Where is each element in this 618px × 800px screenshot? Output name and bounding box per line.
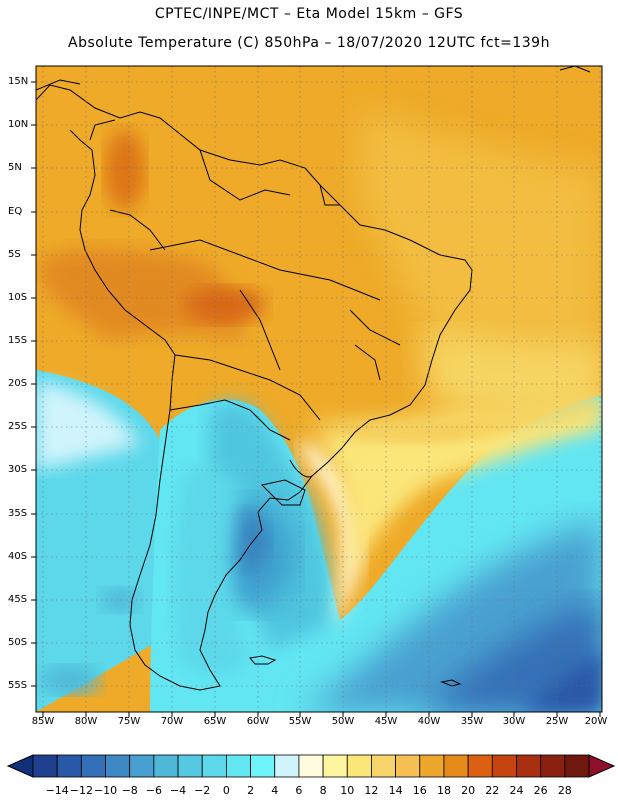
colorbar-label: 28 (557, 784, 572, 797)
colorbar-under-triangle (6, 754, 34, 778)
colorbar-swatch (395, 754, 421, 778)
colorbar (6, 754, 616, 778)
colorbar-swatch (201, 754, 227, 778)
colorbar-swatch (443, 754, 469, 778)
colorbar-label: 0 (222, 784, 230, 797)
colorbar-label: −6 (145, 784, 162, 797)
colorbar-label: 16 (412, 784, 427, 797)
title-line-2: Absolute Temperature (C) 850hPa – 18/07/… (68, 35, 550, 51)
colorbar-swatch (516, 754, 542, 778)
lon-label-85w: 85W (31, 716, 55, 727)
lon-label-20w: 20W (584, 716, 608, 727)
lat-label-50s: 50S (8, 637, 28, 648)
colorbar-label: 20 (461, 784, 476, 797)
lon-label-70w: 70W (160, 716, 184, 727)
colorbar-label: 22 (485, 784, 500, 797)
colorbar-label: 24 (509, 784, 524, 797)
lat-label-35s: 35S (8, 508, 28, 519)
lat-label-10n: 10N (8, 119, 29, 130)
colorbar-swatch (32, 754, 58, 778)
lon-label-80w: 80W (74, 716, 98, 727)
colorbar-swatch (371, 754, 397, 778)
lat-label-40s: 40S (8, 551, 28, 562)
colorbar-swatch (105, 754, 131, 778)
lon-label-55w: 55W (288, 716, 312, 727)
lon-label-65w: 65W (203, 716, 227, 727)
colorbar-swatch (80, 754, 106, 778)
temperature-field (36, 66, 602, 712)
colorbar-swatch (177, 754, 203, 778)
lat-label-55s: 55S (8, 680, 28, 691)
colorbar-label: 14 (388, 784, 403, 797)
colorbar-label: 4 (271, 784, 279, 797)
colorbar-label: −8 (121, 784, 138, 797)
lat-label-5n: 5N (8, 162, 22, 173)
coastline (36, 79, 473, 691)
colorbar-label: −14 (45, 784, 69, 797)
lat-label-10s: 10S (8, 292, 28, 303)
colorbar-label: −4 (169, 784, 187, 797)
lon-label-35w: 35W (460, 716, 484, 727)
lat-label-5s: 5S (8, 249, 21, 260)
colorbar-swatch (250, 754, 276, 778)
lon-label-30w: 30W (502, 716, 526, 727)
lat-label-20s: 20S (8, 378, 28, 389)
colorbar-swatch (419, 754, 445, 778)
colorbar-swatch (56, 754, 82, 778)
colorbar-swatch (225, 754, 251, 778)
colorbar-swatch (274, 754, 300, 778)
map-frame (35, 65, 603, 713)
lat-label-25s: 25S (8, 421, 28, 432)
lat-label-15s: 15S (8, 335, 28, 346)
colorbar-swatch (467, 754, 493, 778)
lon-label-75w: 75W (117, 716, 141, 727)
lat-label-45s: 45S (8, 594, 28, 605)
lon-label-45w: 45W (374, 716, 398, 727)
colorbar-swatch (129, 754, 155, 778)
title-line-1: CPTEC/INPE/MCT – Eta Model 15km – GFS (154, 6, 464, 22)
lon-label-50w: 50W (331, 716, 355, 727)
colorbar-label: 18 (436, 784, 451, 797)
lon-label-40w: 40W (417, 716, 441, 727)
lat-label-15n: 15N (8, 76, 29, 87)
colorbar-swatch (540, 754, 566, 778)
colorbar-swatch (298, 754, 324, 778)
colorbar-label: 6 (295, 784, 303, 797)
colorbar-label: 10 (340, 784, 355, 797)
colorbar-label: −10 (93, 784, 118, 797)
lat-label-30s: 30S (8, 464, 28, 475)
colorbar-label: 8 (319, 784, 327, 797)
colorbar-label: 26 (533, 784, 548, 797)
lon-label-60w: 60W (246, 716, 270, 727)
colorbar-swatch (491, 754, 517, 778)
colorbar-swatch (322, 754, 348, 778)
axis-ticks (31, 81, 601, 717)
colorbar-over-triangle (588, 754, 616, 778)
colorbar-label: 12 (364, 784, 379, 797)
colorbar-label: −2 (194, 784, 211, 797)
colorbar-label: −12 (69, 784, 93, 797)
lon-label-25w: 25W (545, 716, 569, 727)
colorbar-label: 2 (247, 784, 255, 797)
lat-label-eq: EQ (8, 206, 23, 217)
colorbar-swatch (153, 754, 179, 778)
colorbar-swatch (346, 754, 372, 778)
colorbar-swatch (564, 754, 590, 778)
